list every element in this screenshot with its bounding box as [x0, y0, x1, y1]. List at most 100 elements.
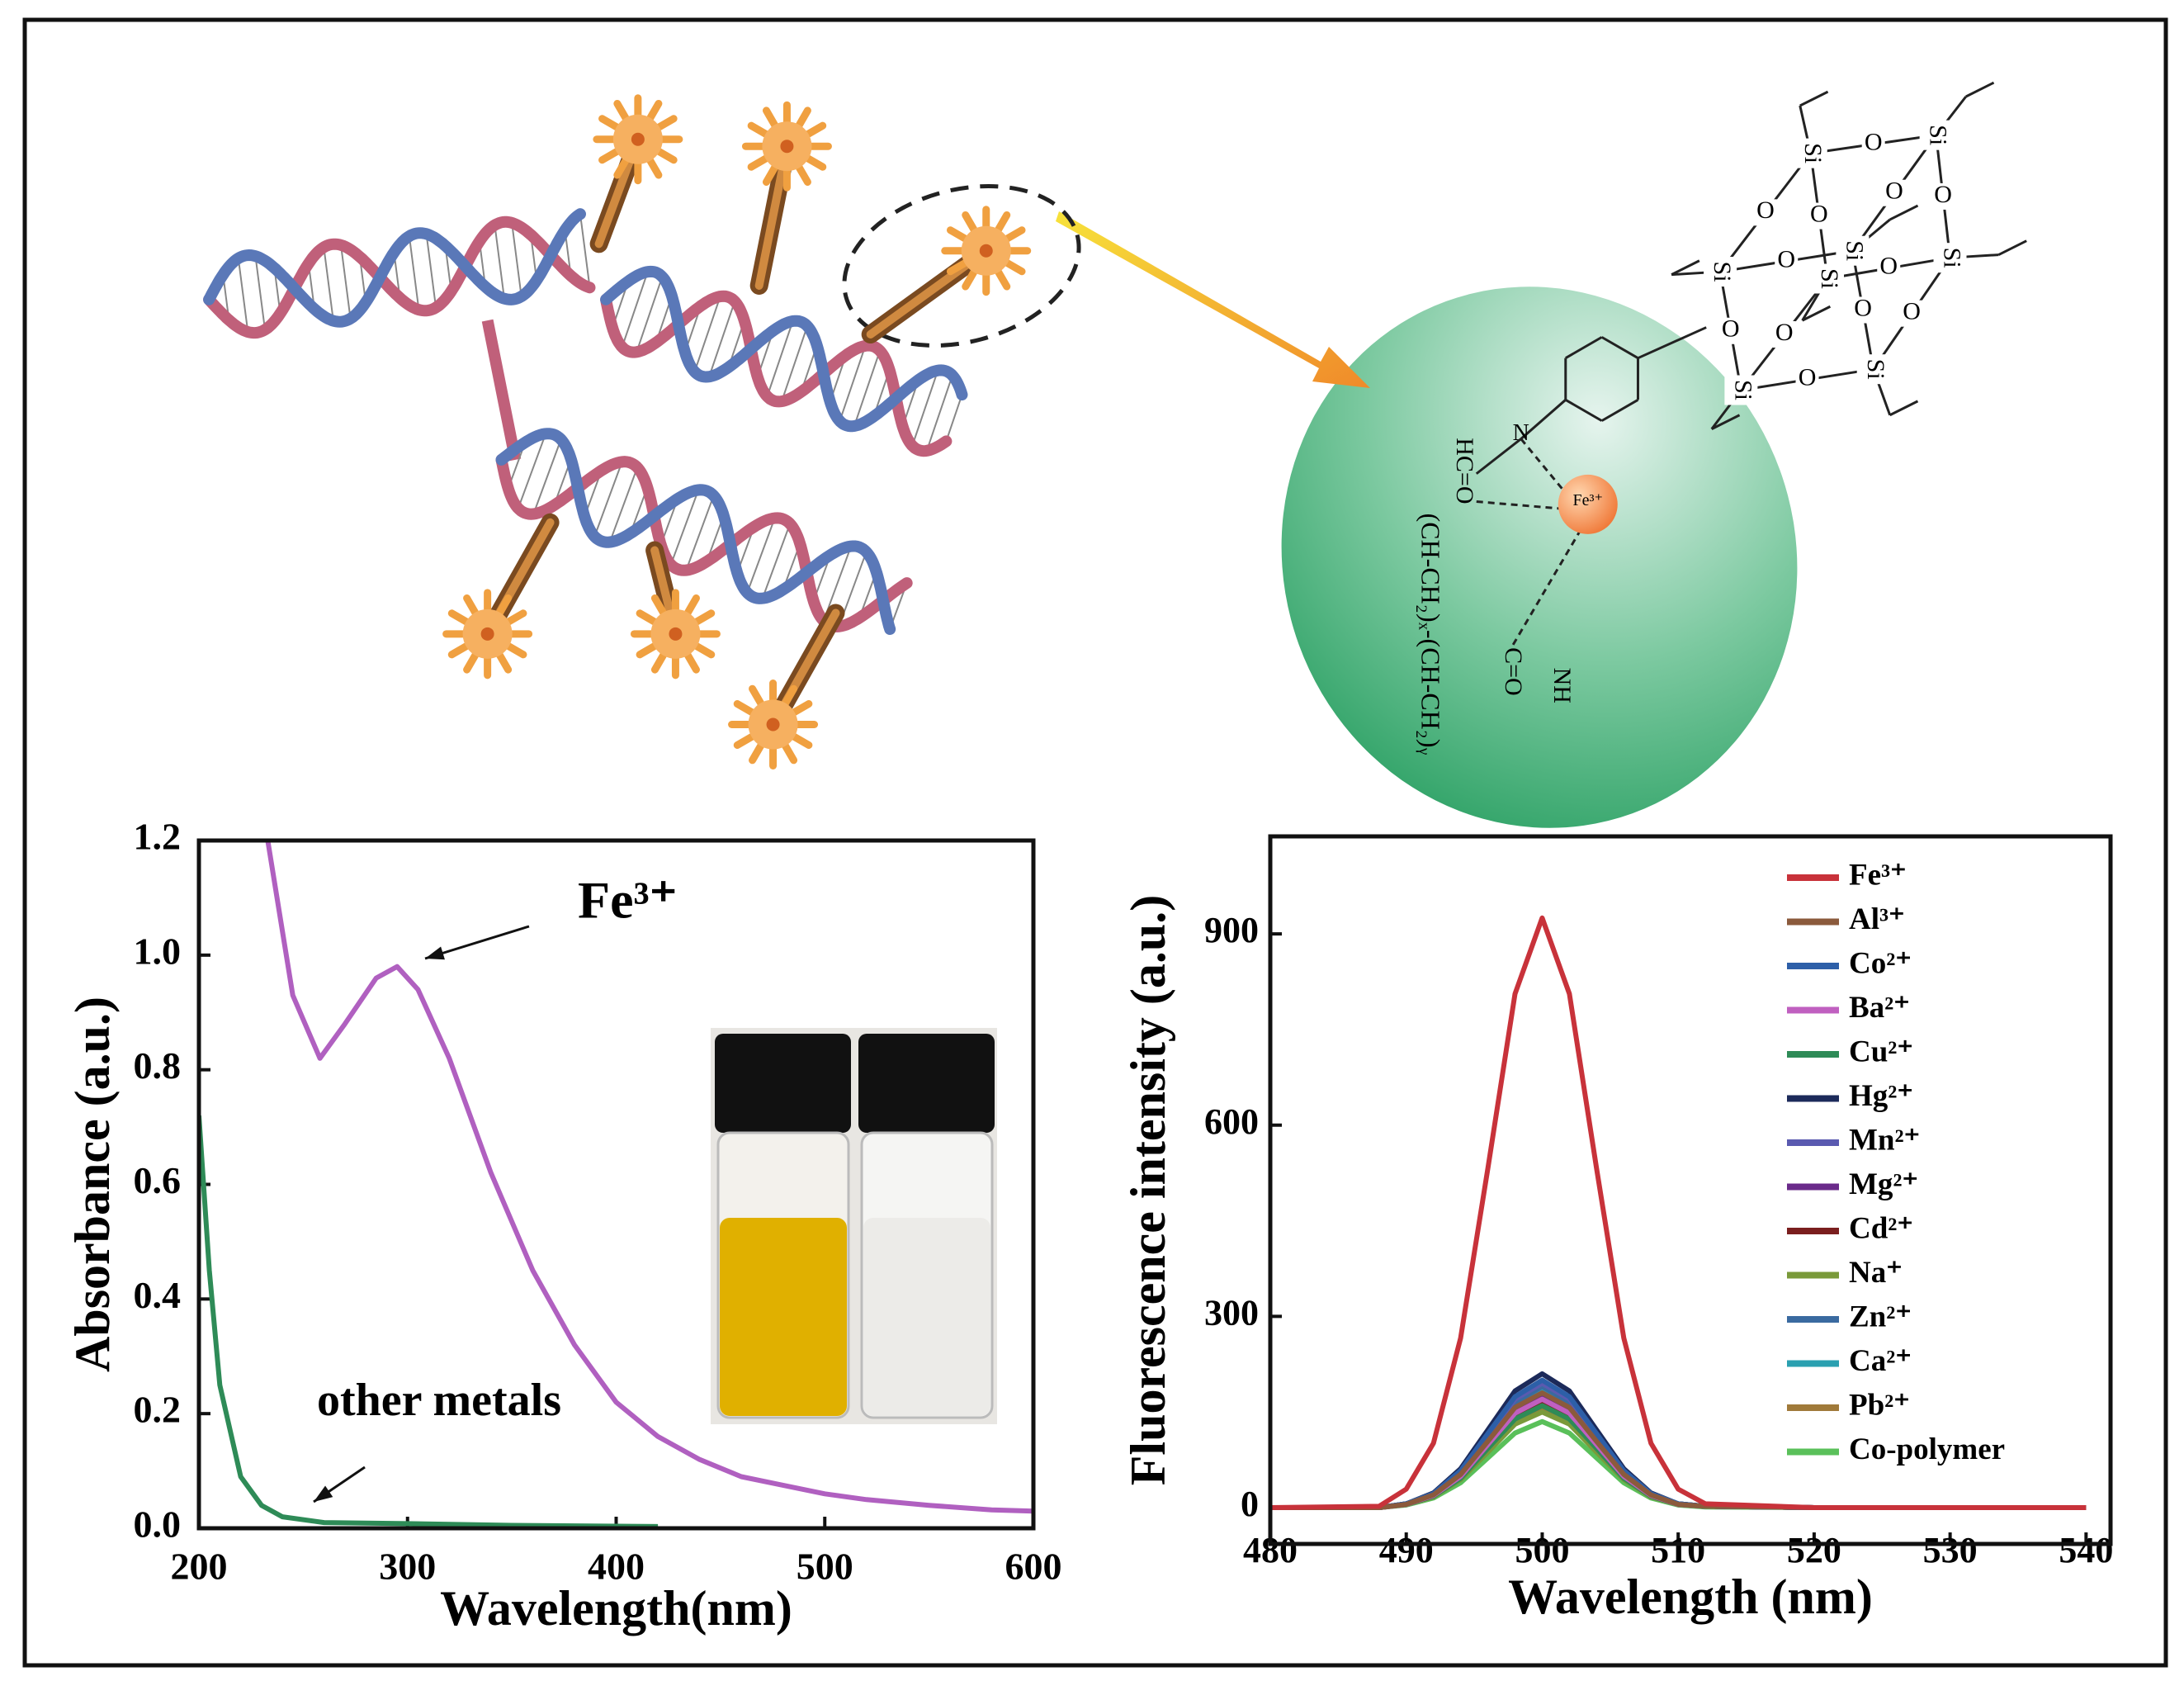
atom-label: O	[1810, 200, 1828, 227]
x-axis-label: Wavelength (nm)	[1508, 1570, 1873, 1624]
dendrimer-core	[766, 717, 780, 732]
x-tick-label: 300	[379, 1546, 436, 1588]
frame	[22, 17, 2168, 1668]
bond	[1997, 239, 2027, 256]
atom-label: Si	[1925, 125, 1952, 145]
polymer-sphere	[1281, 286, 1798, 828]
arrow-head	[425, 946, 445, 960]
atom-bg	[1851, 296, 1875, 324]
atom-label: O	[1885, 178, 1903, 205]
helix-rung	[323, 247, 334, 321]
x-tick-label: 500	[1515, 1530, 1569, 1570]
helix-rung	[708, 301, 736, 377]
bond	[1600, 399, 1639, 422]
helix-rung	[945, 394, 963, 442]
y-axis-label: Absorbance (a.u.)	[65, 997, 120, 1372]
helix-rung	[532, 438, 562, 514]
legend-label: Ba²⁺	[1849, 991, 1910, 1025]
helix-rung	[237, 258, 249, 333]
bond	[1565, 336, 1603, 359]
helix-rung	[766, 320, 794, 397]
annotation: Fe³⁺	[578, 871, 677, 930]
helix-rung	[685, 495, 715, 571]
dendrimer-core	[979, 244, 993, 258]
molecule-label: Fe³⁺	[1572, 491, 1603, 509]
molecule-label: (CH-CH₂)ₓ-(CH-CH₂)ᵧ	[1416, 514, 1445, 755]
molecule-label: HC=O	[1451, 438, 1478, 504]
y-tick-label: 0.0	[134, 1503, 182, 1546]
atom-label: Si	[1729, 380, 1756, 400]
bond	[1889, 400, 1919, 417]
helix-rung	[761, 523, 792, 599]
atom-bg	[1933, 243, 1967, 273]
dendrimer-core	[631, 132, 645, 146]
legend-label: Na⁺	[1849, 1256, 1903, 1290]
x-tick-label: 510	[1651, 1530, 1705, 1570]
atom-bg	[1704, 257, 1737, 287]
legend-label: Zn²⁺	[1849, 1300, 1912, 1333]
helix-rung	[340, 244, 352, 320]
atom-bg	[1811, 263, 1844, 294]
atom-label: Si	[1709, 262, 1736, 282]
bond	[1520, 438, 1568, 496]
bond	[1476, 500, 1561, 510]
helix-rung	[608, 466, 639, 542]
atom-label: Si	[1841, 240, 1868, 261]
bond	[1565, 399, 1603, 422]
series-line	[1270, 915, 2087, 1510]
helix-strand	[600, 265, 968, 433]
legend-label: Al³⁺	[1849, 902, 1905, 936]
atom-bg	[1856, 354, 1890, 385]
x-tick-label: 530	[1923, 1530, 1978, 1570]
y-axis-label: Fluorescence intensity (a.u.)	[1121, 895, 1175, 1485]
plot-frame	[1268, 834, 2113, 1546]
atom-bg	[1807, 202, 1831, 230]
x-tick-label: 520	[1787, 1530, 1841, 1570]
series-line	[265, 840, 1033, 1514]
atom-bg	[1877, 254, 1901, 282]
y-tick-label: 0.2	[134, 1389, 182, 1431]
series-line	[1270, 1390, 2087, 1510]
helix-strand	[495, 428, 896, 635]
atom-label: Si	[1939, 248, 1966, 268]
bond	[1965, 81, 1995, 98]
helix-rung	[494, 225, 505, 299]
y-tick-label: 0	[1241, 1484, 1259, 1524]
helix-strand	[203, 215, 596, 339]
atom-bg	[1919, 120, 1953, 150]
atom-label: O	[1865, 129, 1883, 156]
helix-rung	[593, 462, 623, 537]
legend-label: Cu²⁺	[1849, 1035, 1913, 1068]
atom-bg	[1794, 138, 1827, 168]
y-tick-label: 0.6	[134, 1159, 182, 1201]
legend-label: Co²⁺	[1849, 946, 1912, 980]
atom-label: O	[1799, 364, 1817, 391]
y-tick-label: 300	[1204, 1292, 1259, 1333]
plot-frame	[196, 838, 1036, 1531]
helix-rung	[853, 350, 881, 427]
atom-bg	[1772, 321, 1796, 348]
atom-label: O	[1775, 319, 1794, 346]
atom-label: O	[1722, 315, 1740, 343]
atom-bg	[1753, 199, 1777, 226]
helix-rung	[408, 235, 420, 310]
helix-rung	[839, 345, 867, 422]
highlight-ellipse	[842, 184, 1081, 348]
atom-label: O	[1777, 245, 1795, 272]
helix-rung	[746, 518, 776, 594]
fe-ion	[1558, 474, 1618, 534]
helix-rung	[636, 276, 664, 353]
x-axis-label: Wavelength(nm)	[440, 1581, 792, 1636]
legend-label: Mn²⁺	[1849, 1123, 1920, 1157]
x-tick-label: 500	[797, 1546, 853, 1588]
schematic: SiSiSiSiSiSiSiSiOOOOOOOOOOOONHC=O(CH-CH₂…	[203, 81, 2027, 769]
atom-bg	[1724, 375, 1758, 405]
legend-label: Hg²⁺	[1849, 1079, 1913, 1113]
helix-rung	[511, 222, 522, 297]
atom-label: Si	[1816, 268, 1843, 289]
atom-bg	[1883, 179, 1906, 206]
helix-rung	[579, 214, 591, 288]
atom-bg	[1861, 130, 1885, 158]
dendrimer-core	[669, 627, 683, 641]
